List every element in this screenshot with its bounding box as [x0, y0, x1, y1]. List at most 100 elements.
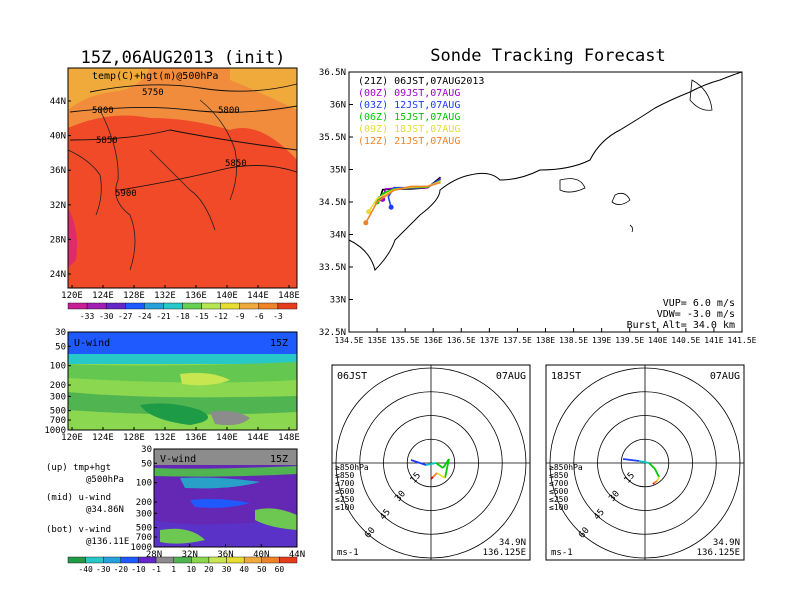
hodograph-segment	[622, 458, 640, 462]
temp-colorbar-label: -24	[137, 312, 152, 321]
track-lat-label: 34.5N	[319, 198, 346, 208]
uwind-p-label: 30	[55, 328, 66, 338]
track-endpoint	[363, 220, 369, 226]
uwind-lon-label: 148E	[278, 433, 300, 443]
map-lat-label: 24N	[50, 270, 66, 280]
temp-colorbar-cell	[125, 302, 145, 310]
vwind-p-label: 300	[136, 509, 152, 519]
uwind-lon-label: 124E	[92, 433, 114, 443]
vwind-label: V-wind	[160, 454, 196, 465]
vwind-panel: V-wind 15Z	[154, 449, 297, 547]
contour-label: 5850	[225, 159, 247, 169]
hodograph-segment	[654, 468, 660, 478]
param-vup: VUP= 6.0 m/s	[663, 298, 735, 309]
hodograph-segment	[652, 482, 655, 485]
uwind-lon-label: 144E	[247, 433, 269, 443]
uwind-lon-axis: 120E 124E 128E 132E 136E 140E 144E 148E	[61, 427, 300, 443]
track-lon-label: 134.5E	[335, 336, 364, 345]
legend-bot-1: (bot) v-wind	[46, 525, 111, 535]
temp-map: temp(C)+hgt(m)@500hPa 5750 5800 5800 585…	[67, 68, 298, 288]
polar-level: ≤700	[335, 479, 354, 488]
wind-colorbar-label: -20	[114, 565, 129, 574]
uwind-label: U-wind	[74, 338, 110, 349]
track-legend-2: (03Z) 12JST,07AUG	[358, 100, 460, 111]
uwind-lon-label: 140E	[216, 433, 238, 443]
uwind-p-label: 700	[50, 416, 66, 426]
temp-colorbar-label: -9	[235, 312, 245, 321]
hodograph-segment	[425, 462, 437, 466]
polar-level: ≤100	[335, 503, 354, 512]
map-lat-label: 40N	[50, 132, 66, 142]
polar-lon: 136.125E	[483, 548, 526, 558]
hodograph-segment	[430, 476, 434, 480]
map-lon-label: 140E	[216, 291, 238, 301]
track-legend: (21Z) 06JST,07AUG2013 (00Z) 09JST,07AUG …	[358, 76, 484, 147]
track-legend-0: (21Z) 06JST,07AUG2013	[358, 76, 484, 87]
wind-colorbar-label: -30	[96, 565, 111, 574]
temp-colorbar-cell	[201, 302, 221, 310]
panel-legend: (up) tmp+hgt @500hPa (mid) u-wind @34.86…	[46, 463, 129, 547]
track-lon-label: 137.5E	[503, 336, 532, 345]
wind-colorbar-cell	[155, 556, 174, 564]
hodograph-segment	[410, 459, 427, 466]
wind-colorbar-label: 10	[186, 565, 196, 574]
polar-level: ≥850hPa	[335, 463, 369, 472]
wind-colorbar-cell	[67, 556, 86, 564]
uwind-time: 15Z	[270, 338, 288, 349]
polar-date: 07AUG	[710, 371, 740, 382]
track-legend-5: (12Z) 21JST,07AUG	[358, 136, 460, 147]
map-lon-label: 144E	[247, 291, 269, 301]
uwind-p-label: 100	[50, 362, 66, 372]
uwind-panel: U-wind 15Z	[68, 332, 297, 430]
track-lon-label: 140E	[648, 336, 667, 345]
track-lat-label: 36N	[330, 101, 346, 111]
sonde-tracks	[363, 176, 442, 226]
vwind-lat-label: 28N	[146, 550, 162, 560]
polar-level: ≤500	[335, 487, 354, 496]
hodograph-segment	[648, 462, 656, 470]
hodograph-segment	[432, 472, 438, 478]
param-burst: Burst Alt= 34.0 km	[627, 320, 735, 331]
polar-level: ≤850	[549, 471, 568, 480]
map-lon-label: 132E	[154, 291, 176, 301]
uwind-lon-label: 136E	[185, 433, 207, 443]
temp-colorbar-cell	[239, 302, 260, 310]
track-legend-3: (06Z) 15JST,07AUG	[358, 112, 460, 123]
wind-colorbar-label: 50	[257, 565, 267, 574]
vwind-p-label: 1000	[130, 543, 152, 553]
uwind-p-label: 1000	[44, 426, 66, 436]
temp-colorbar-cell	[86, 302, 107, 310]
param-vdw: VDW= -3.0 m/s	[657, 309, 735, 320]
polar-time: 06JST	[337, 371, 367, 382]
map-lat-label: 28N	[50, 235, 66, 245]
uwind-p-label: 500	[50, 407, 66, 417]
vwind-lat-label: 36N	[217, 550, 233, 560]
wind-colorbar-cell	[279, 556, 298, 564]
temp-colorbar-label: -30	[99, 312, 114, 321]
temp-colorbar-label: -27	[118, 312, 133, 321]
polar-level: ≤250	[549, 495, 568, 504]
track-lat-label: 35.5N	[319, 133, 346, 143]
track-lat-label: 35N	[330, 166, 346, 176]
temp-colorbar-cell	[144, 302, 164, 310]
hodograph-segment	[653, 480, 658, 484]
vwind-p-label: 30	[141, 445, 152, 455]
vwind-p-label: 500	[136, 524, 152, 534]
right-title: Sonde Tracking Forecast	[430, 46, 665, 66]
temp-colorbar-cell	[258, 302, 279, 310]
temp-colorbar-cell	[105, 302, 126, 310]
vwind-time: 15Z	[270, 454, 288, 465]
polar-level: ≤700	[549, 479, 568, 488]
temp-colorbar-label: -21	[156, 312, 171, 321]
polar-unit: ms-1	[551, 548, 573, 558]
track-lon-label: 136E	[424, 336, 443, 345]
legend-mid-1: (mid) u-wind	[46, 493, 111, 503]
map-lon-label: 124E	[92, 291, 114, 301]
uwind-p-label: 300	[50, 392, 66, 402]
hodograph-segment	[436, 472, 446, 479]
wind-colorbar-cell	[85, 556, 104, 564]
map-lon-label: 128E	[123, 291, 145, 301]
track-coastline	[348, 71, 743, 271]
track-lon-label: 140.5E	[671, 336, 700, 345]
